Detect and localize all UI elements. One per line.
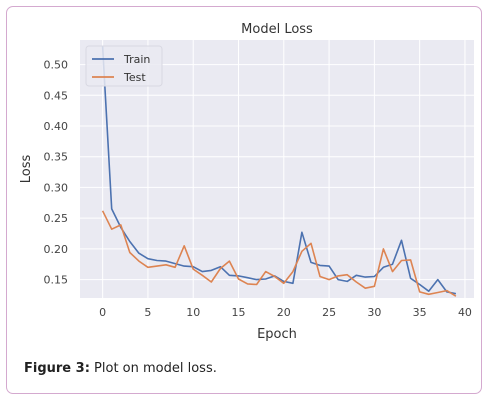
x-tick-label: 5: [144, 306, 151, 319]
y-tick-label: 0.15: [44, 274, 69, 287]
loss-chart: 0 5 10 15 20 25 30 35 40 0.15 0.20 0.25 0.30 0.35 0.40…: [19, 22, 474, 342]
series-line-test: [101, 210, 457, 297]
x-axis-label: Epoch: [257, 327, 297, 342]
caption-label: Figure 3:: [24, 361, 90, 376]
x-tick-label: 15: [232, 306, 246, 319]
series-lines: [101, 46, 457, 297]
y-tick-label: 0.50: [44, 59, 69, 72]
x-tick-label: 25: [322, 306, 336, 319]
legend-box: [85, 45, 163, 87]
legend: Train Test: [85, 45, 163, 87]
y-tick-label: 0.30: [44, 181, 69, 194]
x-tick-label: 30: [367, 306, 381, 319]
y-tick-label: 0.45: [44, 89, 69, 102]
y-tick-label: 0.25: [44, 212, 69, 225]
x-tick-label: 0: [99, 306, 106, 319]
y-tick-label: 0.20: [44, 243, 69, 256]
legend-label-train: Train: [123, 53, 150, 66]
y-axis-label: Loss: [19, 155, 34, 184]
grid-lines: [80, 40, 474, 298]
caption-text: Plot on model loss.: [89, 361, 217, 376]
series-line-train: [101, 46, 457, 295]
tick-labels: 0 5 10 15 20 25 30 35 40 0.15 0.20 0.25 0.30 0.35 0.40…: [44, 59, 472, 319]
legend-label-test: Test: [123, 71, 146, 84]
chart-title: Model Loss: [241, 22, 313, 37]
x-tick-label: 35: [413, 306, 427, 319]
x-tick-label: 40: [458, 306, 472, 319]
x-tick-label: 20: [277, 306, 291, 319]
y-tick-label: 0.40: [44, 120, 69, 133]
figure-caption: Figure 3: Plot on model loss.: [24, 361, 217, 376]
y-tick-label: 0.35: [44, 151, 69, 164]
x-tick-label: 10: [186, 306, 200, 319]
